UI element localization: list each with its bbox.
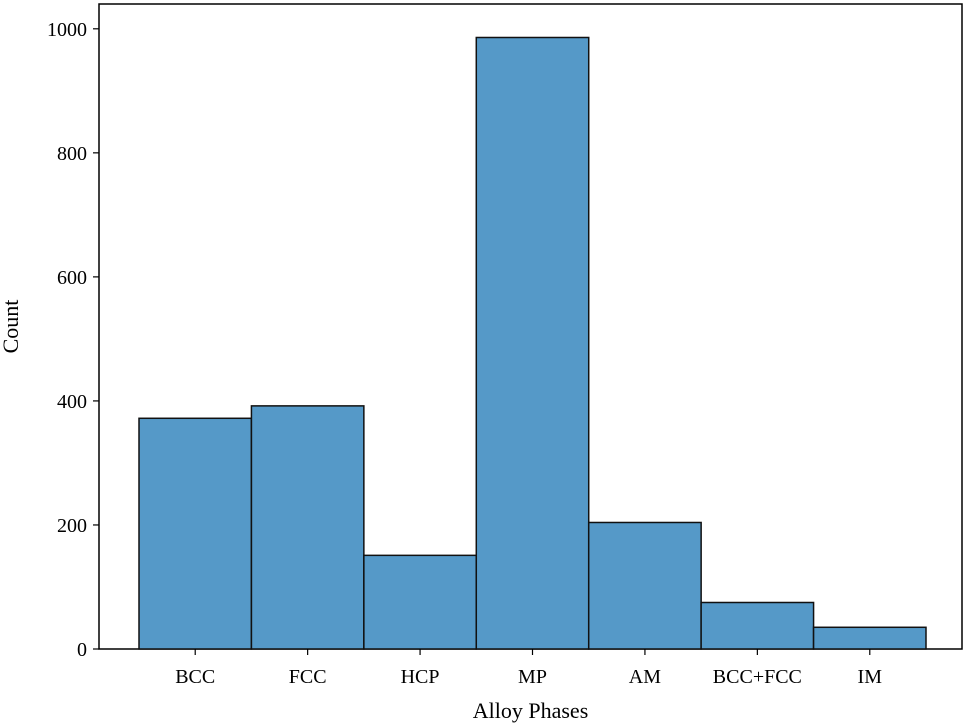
x-axis: BCC FCC HCP MP AM BCC+FCC IM — [175, 649, 882, 688]
x-tick-label: AM — [629, 666, 661, 688]
y-tick-label: 600 — [57, 267, 87, 289]
x-tick-label: HCP — [401, 666, 440, 688]
x-tick-label: BCC — [175, 666, 215, 688]
x-tick-label: IM — [858, 666, 883, 688]
y-tick-label: 0 — [77, 639, 87, 661]
bar-bcc-fcc — [700, 601, 815, 650]
bar-am — [587, 521, 702, 650]
y-tick-label: 200 — [57, 515, 87, 537]
x-tick-label: FCC — [289, 666, 327, 688]
bar-fcc — [250, 405, 365, 650]
bar-mp — [475, 36, 590, 650]
x-axis-title: Alloy Phases — [473, 698, 589, 723]
y-tick-label: 400 — [57, 391, 87, 413]
y-axis: 0 200 400 600 800 1000 — [47, 19, 99, 661]
bar-hcp — [363, 554, 478, 650]
bar-group — [138, 36, 927, 650]
bar-im — [812, 626, 927, 650]
y-axis-title: Count — [0, 300, 23, 354]
bar-bcc — [138, 417, 253, 650]
y-tick-label: 1000 — [47, 19, 87, 41]
x-tick-label: BCC+FCC — [713, 666, 802, 688]
y-tick-label: 800 — [57, 143, 87, 165]
x-tick-label: MP — [518, 666, 547, 688]
